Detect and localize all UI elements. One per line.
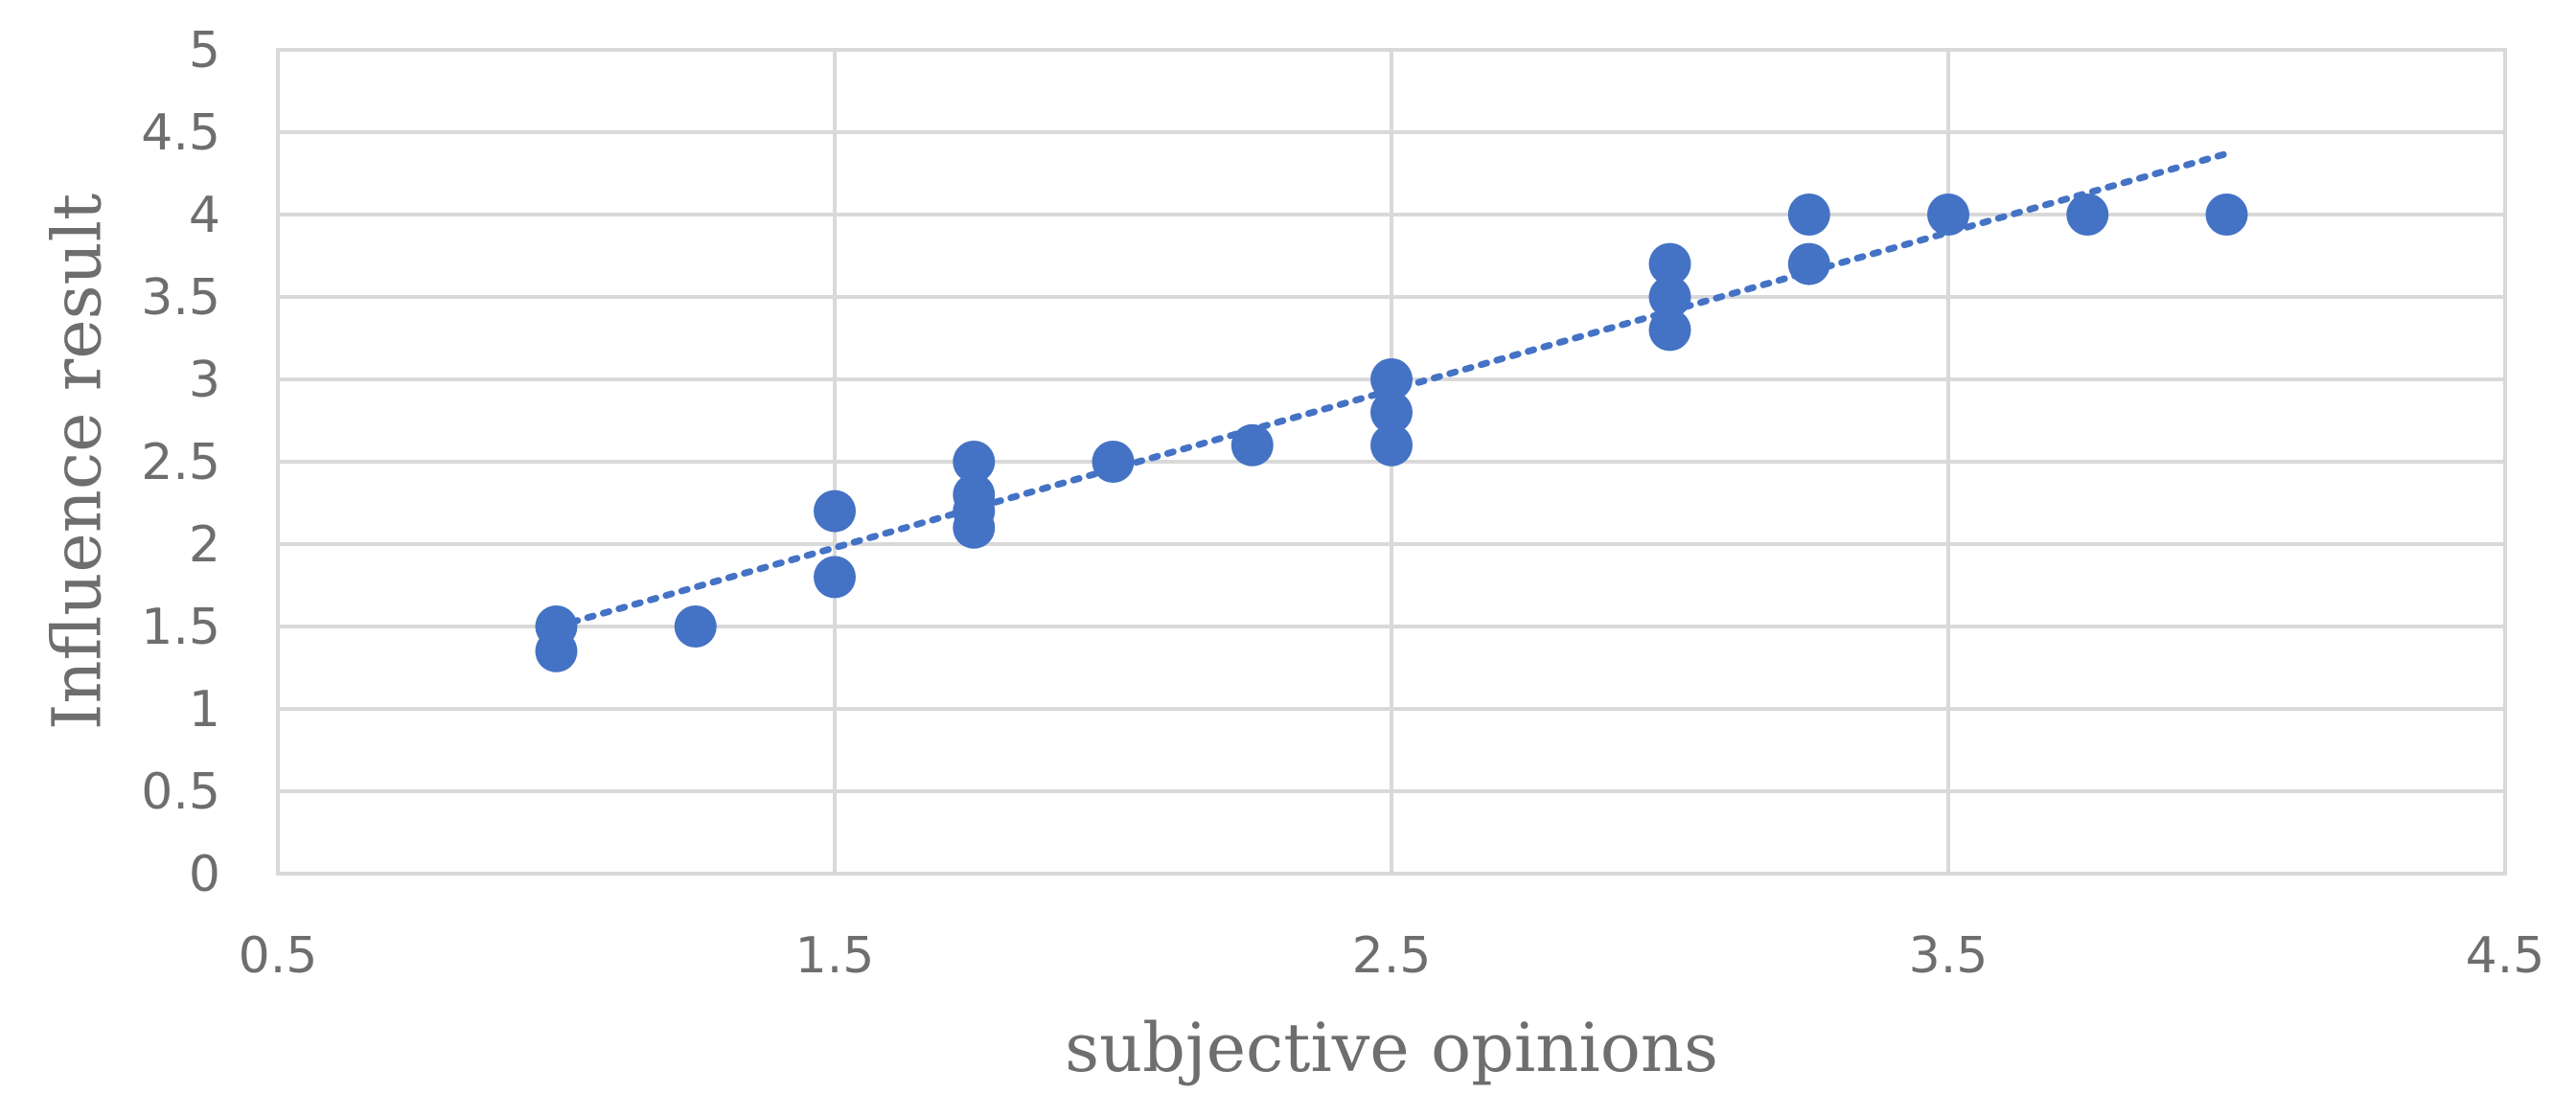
y-tick-label: 4 — [189, 187, 220, 244]
data-point — [1648, 308, 1691, 352]
x-tick-label: 4.5 — [2466, 927, 2545, 985]
data-point — [1230, 423, 1274, 467]
data-point — [2066, 194, 2109, 236]
data-point — [1370, 391, 1413, 434]
x-axis-tick-labels: 0.5 1.5 2.5 3.5 4.5 — [239, 927, 2545, 985]
data-point — [1370, 423, 1413, 467]
data-point — [1927, 194, 1969, 236]
y-tick-label: 2.5 — [141, 434, 220, 491]
y-tick-label: 5 — [189, 22, 220, 80]
y-tick-label: 1.5 — [141, 599, 220, 656]
y-axis-tick-labels: 0 0.5 1 1.5 2 2.5 3 3.5 4 4.5 5 — [141, 22, 220, 903]
data-point — [814, 490, 856, 533]
data-point — [814, 556, 856, 599]
y-tick-label: 3.5 — [141, 269, 220, 327]
x-tick-label: 2.5 — [1352, 927, 1432, 985]
y-tick-label: 0.5 — [141, 763, 220, 821]
data-point — [1092, 441, 1135, 483]
x-tick-label: 3.5 — [1909, 927, 1989, 985]
y-axis-title: Influence result — [38, 194, 117, 730]
plot-area — [276, 48, 2507, 876]
x-tick-label: 1.5 — [795, 927, 875, 985]
y-tick-label: 2 — [189, 516, 220, 574]
data-points — [535, 194, 2248, 672]
data-point — [1648, 276, 1691, 318]
data-point — [2205, 194, 2248, 236]
data-point — [1370, 358, 1413, 400]
x-tick-label: 0.5 — [239, 927, 318, 985]
x-axis-title: subjective opinions — [1065, 1009, 1718, 1087]
y-tick-label: 3 — [189, 352, 220, 409]
y-tick-label: 1 — [189, 681, 220, 739]
data-point — [1787, 242, 1830, 285]
data-point — [1787, 194, 1830, 236]
data-point — [535, 629, 578, 672]
data-point — [1648, 242, 1691, 285]
data-point — [953, 506, 996, 549]
y-tick-label: 0 — [189, 846, 220, 903]
data-point — [953, 441, 996, 483]
y-tick-label: 4.5 — [141, 104, 220, 162]
data-point — [674, 605, 717, 648]
